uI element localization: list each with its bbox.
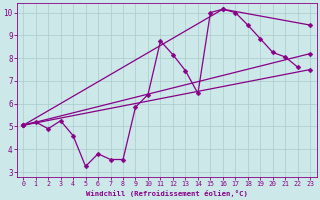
X-axis label: Windchill (Refroidissement éolien,°C): Windchill (Refroidissement éolien,°C) <box>86 190 248 197</box>
